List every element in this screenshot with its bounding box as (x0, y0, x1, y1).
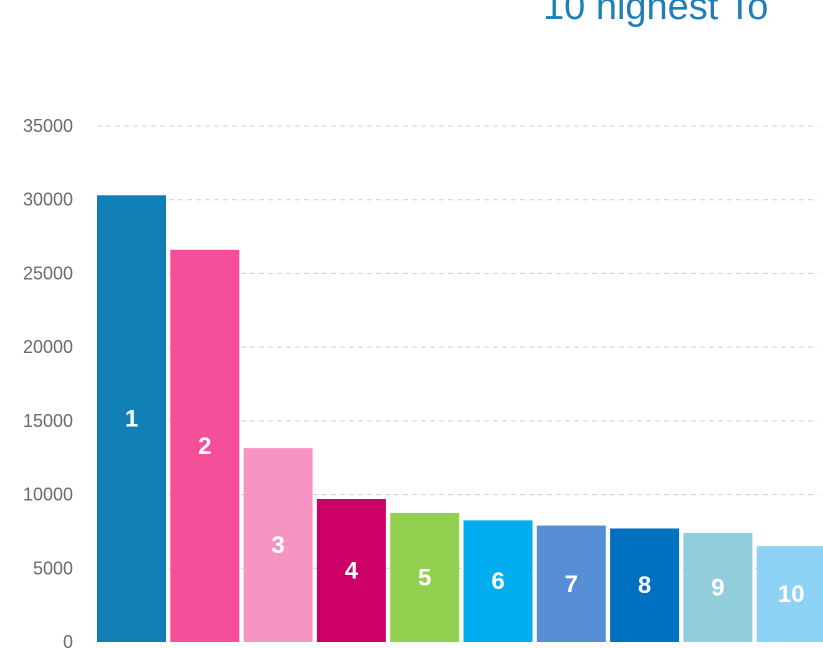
y-tick-label: 5000 (33, 558, 73, 578)
y-tick-label: 15000 (23, 411, 73, 431)
bar-7 (536, 525, 606, 642)
bar-9 (683, 532, 753, 642)
bars (97, 195, 823, 642)
bar-4 (316, 498, 386, 642)
y-tick-label: 35000 (23, 116, 73, 136)
bar-label-9: 9 (711, 574, 724, 601)
bar-2 (170, 249, 240, 642)
bar-label-7: 7 (565, 571, 578, 598)
bar-label-3: 3 (271, 532, 284, 559)
y-tick-label: 30000 (23, 190, 73, 210)
y-tick-label: 10000 (23, 485, 73, 505)
bar-label-6: 6 (491, 568, 504, 595)
bar-5 (390, 513, 460, 642)
bar-6 (463, 520, 533, 642)
y-tick-label: 0 (63, 632, 73, 648)
bar-label-5: 5 (418, 565, 431, 592)
bar-label-1: 1 (125, 406, 138, 433)
bar-3 (243, 448, 313, 642)
bar-8 (610, 528, 680, 642)
bar-label-2: 2 (198, 433, 211, 460)
bar-label-4: 4 (345, 557, 359, 584)
y-axis-labels: 0 5000 10000 15000 20000 25000 30000 35000 (23, 116, 73, 648)
bar-1 (97, 195, 166, 642)
y-tick-label: 20000 (23, 337, 73, 357)
bar-10 (756, 546, 823, 642)
bar-label-8: 8 (638, 572, 651, 599)
y-tick-label: 25000 (23, 263, 73, 283)
bar-labels: 1 2 3 4 5 6 7 8 9 10 (125, 406, 805, 608)
chart-title: 10 highest To (543, 0, 769, 28)
bar-label-10: 10 (778, 581, 805, 608)
